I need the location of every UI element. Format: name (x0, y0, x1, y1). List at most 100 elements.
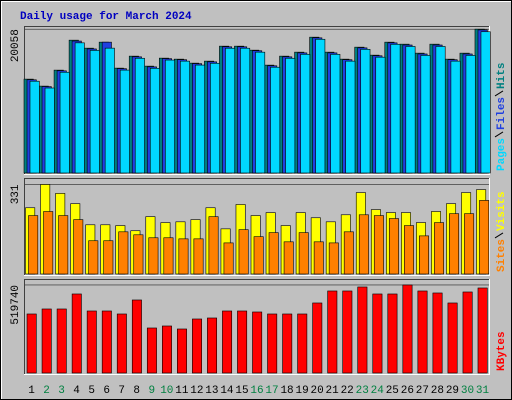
bar (161, 325, 172, 374)
bar (313, 241, 324, 275)
x-tick-label: 31 (476, 385, 490, 397)
bar (405, 46, 416, 174)
bar (118, 231, 129, 275)
bar (373, 215, 384, 275)
bar (56, 308, 67, 374)
bar (103, 240, 114, 275)
x-tick-label: 19 (295, 385, 308, 397)
bar (417, 290, 428, 374)
bar (270, 66, 281, 174)
bar (207, 317, 218, 374)
x-tick-label: 21 (326, 385, 340, 397)
bar (345, 60, 356, 174)
bar (255, 51, 266, 174)
bar (240, 47, 251, 174)
bar (480, 31, 491, 174)
bar (297, 313, 308, 374)
bar (387, 293, 398, 374)
x-tick-label: 30 (461, 385, 474, 397)
bar (360, 49, 371, 174)
bar (268, 232, 279, 275)
bar (330, 54, 341, 174)
bar (28, 215, 39, 275)
x-tick-label: 4 (73, 385, 80, 397)
legend-label: Files (496, 97, 508, 130)
bar (312, 302, 323, 374)
bar (390, 43, 401, 174)
x-tick-label: 13 (205, 385, 218, 397)
bar (164, 59, 175, 174)
bar (375, 56, 386, 174)
x-tick-label: 24 (371, 385, 385, 397)
x-tick-label: 10 (160, 385, 173, 397)
bar (89, 50, 100, 174)
bar (149, 68, 160, 174)
bar (434, 222, 444, 275)
bar (358, 214, 369, 275)
x-tick-label: 15 (235, 385, 248, 397)
bar (192, 318, 202, 374)
bar (180, 60, 190, 174)
legend-label: Pages (496, 138, 508, 171)
bar (449, 213, 460, 275)
x-tick-label: 7 (118, 385, 125, 397)
bar (210, 62, 221, 174)
bar (88, 240, 99, 275)
bar (447, 302, 458, 374)
bar (73, 219, 84, 275)
bar (86, 310, 97, 374)
bar (71, 293, 82, 374)
x-tick-label: 3 (58, 385, 65, 397)
legend-separator (494, 232, 504, 239)
x-tick-label: 17 (265, 385, 278, 397)
bar (101, 310, 112, 374)
bar (432, 292, 443, 374)
legend-label: Visits (496, 191, 508, 231)
bar (146, 327, 157, 374)
bar (253, 236, 264, 275)
legend-label: KBytes (496, 331, 508, 371)
bar (223, 242, 234, 275)
x-tick-label: 1 (28, 385, 35, 397)
y-tick-label: 20058 (10, 29, 22, 62)
bar (464, 213, 475, 275)
x-tick-label: 12 (190, 385, 203, 397)
bar (298, 232, 309, 275)
bar (116, 313, 127, 374)
bar (195, 64, 205, 174)
bar (131, 299, 142, 374)
bar (148, 237, 159, 275)
bar (177, 328, 187, 374)
bar (477, 287, 488, 374)
bar (420, 55, 431, 174)
bar (119, 69, 130, 174)
x-tick-label: 5 (88, 385, 95, 397)
bar (178, 238, 189, 275)
bar (404, 225, 414, 275)
bar (435, 46, 446, 174)
chart-title: Daily usage for March 2024 (20, 11, 192, 23)
bar (283, 241, 294, 275)
bar (327, 290, 338, 374)
x-tick-label: 18 (280, 385, 293, 397)
x-tick-label: 25 (386, 385, 399, 397)
bar (343, 231, 354, 275)
bar (163, 237, 174, 275)
x-tick-label: 2 (43, 385, 50, 397)
x-tick-label: 29 (446, 385, 459, 397)
bar (26, 313, 37, 374)
bar (59, 71, 70, 174)
bar (74, 42, 85, 174)
bar (134, 57, 145, 174)
bar (104, 47, 115, 174)
bar (252, 311, 263, 374)
bar (285, 57, 296, 174)
x-tick-label: 27 (416, 385, 429, 397)
x-tick-label: 6 (103, 385, 110, 397)
bar (479, 200, 490, 275)
bar (465, 55, 476, 174)
bar (193, 238, 204, 275)
bar (419, 235, 429, 275)
x-tick-label: 23 (356, 385, 369, 397)
